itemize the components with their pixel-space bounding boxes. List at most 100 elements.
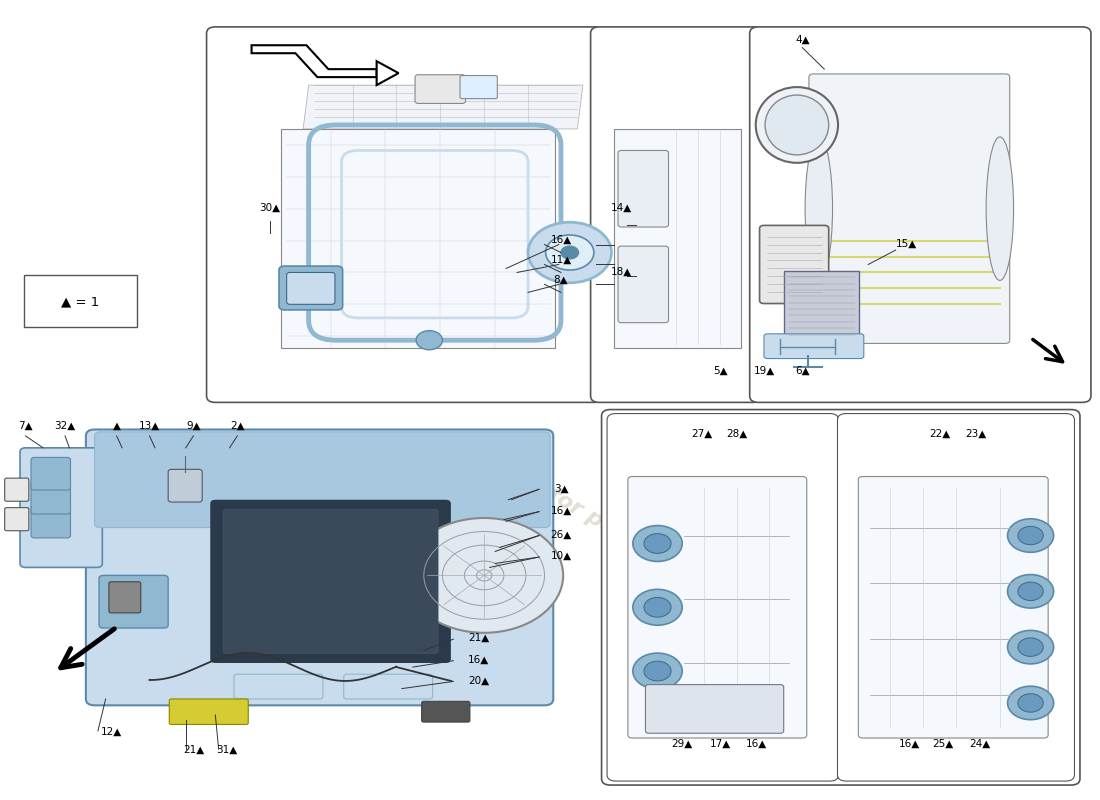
Polygon shape (304, 85, 583, 129)
FancyBboxPatch shape (234, 674, 323, 699)
FancyBboxPatch shape (646, 685, 783, 734)
Circle shape (644, 534, 671, 554)
Ellipse shape (756, 87, 838, 163)
Text: 20▲: 20▲ (469, 675, 490, 686)
FancyBboxPatch shape (287, 273, 334, 304)
FancyBboxPatch shape (760, 226, 828, 303)
Text: 9▲: 9▲ (186, 420, 200, 430)
Text: 21▲: 21▲ (183, 745, 204, 754)
FancyBboxPatch shape (618, 246, 669, 322)
FancyBboxPatch shape (4, 478, 29, 502)
FancyBboxPatch shape (223, 510, 438, 654)
Ellipse shape (766, 95, 828, 155)
FancyBboxPatch shape (31, 482, 70, 514)
Text: 8▲: 8▲ (553, 274, 569, 285)
Text: 26▲: 26▲ (550, 530, 572, 539)
Text: ▲: ▲ (112, 420, 121, 430)
FancyBboxPatch shape (95, 432, 550, 527)
FancyBboxPatch shape (607, 414, 838, 781)
Circle shape (528, 222, 612, 283)
Text: 12▲: 12▲ (100, 726, 122, 737)
FancyBboxPatch shape (591, 27, 762, 402)
Circle shape (632, 526, 682, 562)
FancyBboxPatch shape (207, 27, 603, 402)
FancyBboxPatch shape (24, 275, 138, 327)
Text: 2▲: 2▲ (230, 420, 244, 430)
Circle shape (1018, 694, 1043, 712)
Circle shape (416, 330, 442, 350)
Polygon shape (252, 46, 376, 77)
Text: 15▲: 15▲ (896, 238, 917, 249)
Text: 6▲: 6▲ (795, 366, 810, 376)
Circle shape (1018, 638, 1043, 656)
FancyBboxPatch shape (808, 74, 1010, 343)
Text: 16▲: 16▲ (746, 739, 767, 749)
Text: ▲ = 1: ▲ = 1 (62, 295, 99, 309)
Circle shape (632, 653, 682, 689)
FancyBboxPatch shape (343, 674, 432, 699)
Circle shape (405, 518, 563, 633)
Text: 11▲: 11▲ (550, 254, 572, 265)
FancyBboxPatch shape (858, 477, 1048, 738)
Circle shape (561, 246, 579, 259)
Circle shape (644, 661, 671, 681)
Circle shape (1008, 574, 1054, 608)
Ellipse shape (805, 137, 833, 281)
Text: 16▲: 16▲ (900, 739, 921, 749)
FancyBboxPatch shape (628, 477, 806, 738)
FancyBboxPatch shape (783, 271, 859, 342)
Text: 21▲: 21▲ (469, 633, 490, 643)
Text: 17▲: 17▲ (710, 739, 730, 749)
FancyBboxPatch shape (168, 470, 202, 502)
FancyBboxPatch shape (31, 506, 70, 538)
Text: 32▲: 32▲ (54, 420, 76, 430)
Circle shape (1018, 582, 1043, 601)
Text: 27▲: 27▲ (691, 428, 712, 438)
FancyBboxPatch shape (20, 448, 102, 567)
FancyBboxPatch shape (421, 702, 470, 722)
Text: 16▲: 16▲ (550, 234, 572, 245)
FancyBboxPatch shape (618, 150, 669, 227)
Text: 29▲: 29▲ (671, 739, 692, 749)
Text: 3▲: 3▲ (553, 484, 569, 494)
Text: 23▲: 23▲ (965, 428, 987, 438)
Text: 18▲: 18▲ (610, 266, 631, 277)
Circle shape (632, 590, 682, 626)
Circle shape (1008, 630, 1054, 664)
Text: SPECS: SPECS (881, 299, 1031, 342)
FancyBboxPatch shape (460, 75, 497, 98)
Circle shape (1018, 526, 1043, 545)
Text: 16▲: 16▲ (550, 506, 572, 515)
FancyBboxPatch shape (602, 410, 1080, 785)
Circle shape (1008, 686, 1054, 720)
Text: 19▲: 19▲ (754, 366, 774, 376)
FancyBboxPatch shape (109, 582, 141, 613)
Circle shape (1008, 518, 1054, 552)
FancyBboxPatch shape (211, 501, 450, 662)
Polygon shape (614, 129, 741, 348)
Text: not for parts since 1989: not for parts since 1989 (503, 459, 773, 627)
Polygon shape (282, 129, 556, 348)
Text: GS: GS (900, 222, 1012, 291)
Text: 28▲: 28▲ (726, 428, 747, 438)
Text: 5▲: 5▲ (713, 366, 727, 376)
Polygon shape (376, 61, 398, 85)
Circle shape (546, 235, 594, 270)
FancyBboxPatch shape (86, 430, 553, 706)
FancyBboxPatch shape (837, 414, 1075, 781)
FancyBboxPatch shape (415, 74, 465, 103)
Text: 30▲: 30▲ (260, 202, 280, 213)
Text: 10▲: 10▲ (550, 551, 572, 561)
Text: 25▲: 25▲ (932, 739, 954, 749)
Circle shape (644, 598, 671, 617)
FancyBboxPatch shape (764, 334, 864, 358)
FancyBboxPatch shape (31, 458, 70, 490)
Ellipse shape (986, 137, 1013, 281)
Text: 7▲: 7▲ (19, 420, 33, 430)
Text: 4▲: 4▲ (795, 35, 810, 46)
FancyBboxPatch shape (4, 508, 29, 530)
FancyBboxPatch shape (279, 266, 342, 310)
Text: 31▲: 31▲ (216, 745, 236, 754)
Text: 16▲: 16▲ (469, 654, 490, 665)
Text: 24▲: 24▲ (969, 739, 991, 749)
